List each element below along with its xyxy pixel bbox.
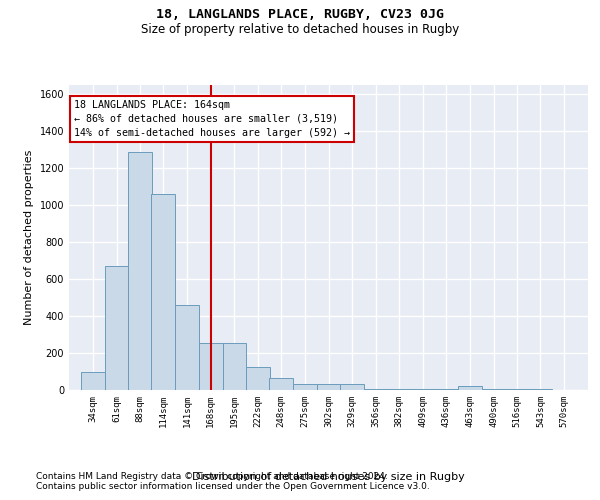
Bar — [458, 386, 482, 390]
Bar — [434, 389, 458, 390]
Bar — [505, 389, 529, 390]
Bar — [293, 384, 317, 390]
Bar — [529, 389, 553, 390]
Text: Size of property relative to detached houses in Rugby: Size of property relative to detached ho… — [141, 22, 459, 36]
Bar — [364, 389, 388, 390]
Bar — [175, 305, 199, 390]
Bar — [151, 194, 175, 390]
Y-axis label: Number of detached properties: Number of detached properties — [24, 150, 34, 325]
Bar — [81, 372, 104, 390]
Bar — [199, 343, 223, 390]
Bar — [269, 378, 293, 390]
Bar — [128, 152, 152, 390]
Bar — [317, 384, 340, 390]
Bar — [223, 343, 246, 390]
Text: Contains HM Land Registry data © Crown copyright and database right 2024.: Contains HM Land Registry data © Crown c… — [36, 472, 388, 481]
Bar — [340, 384, 364, 390]
Bar — [246, 367, 270, 390]
Bar — [104, 266, 128, 390]
Bar — [387, 389, 411, 390]
Text: 18, LANGLANDS PLACE, RUGBY, CV23 0JG: 18, LANGLANDS PLACE, RUGBY, CV23 0JG — [156, 8, 444, 20]
Text: Contains public sector information licensed under the Open Government Licence v3: Contains public sector information licen… — [36, 482, 430, 491]
X-axis label: Distribution of detached houses by size in Rugby: Distribution of detached houses by size … — [192, 472, 465, 482]
Text: 18 LANGLANDS PLACE: 164sqm
← 86% of detached houses are smaller (3,519)
14% of s: 18 LANGLANDS PLACE: 164sqm ← 86% of deta… — [74, 100, 350, 138]
Bar — [411, 389, 434, 390]
Bar — [482, 389, 506, 390]
